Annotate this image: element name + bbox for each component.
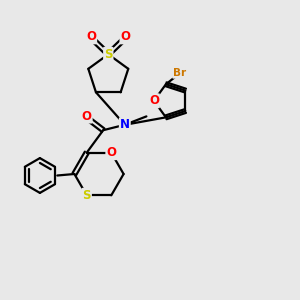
Text: O: O <box>86 30 96 44</box>
Text: Br: Br <box>173 68 186 78</box>
Text: O: O <box>82 110 92 123</box>
Text: O: O <box>106 146 116 159</box>
Text: O: O <box>120 30 130 44</box>
Text: O: O <box>149 94 159 107</box>
Text: S: S <box>82 189 91 202</box>
Text: S: S <box>104 48 112 61</box>
Text: N: N <box>120 118 130 131</box>
